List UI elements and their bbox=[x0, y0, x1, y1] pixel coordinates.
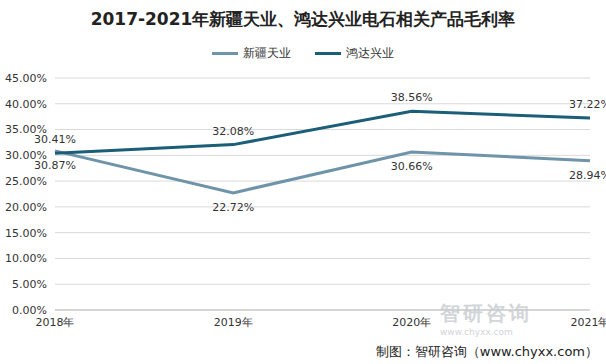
html-text:鸿达兴业: 鸿达兴业 bbox=[346, 46, 394, 60]
svg-text:20.00%: 20.00% bbox=[8, 201, 47, 214]
svg-text:2019年: 2019年 bbox=[214, 316, 253, 329]
svg-text:10.00%: 10.00% bbox=[8, 252, 47, 265]
svg-text:5.00%: 5.00% bbox=[12, 278, 47, 291]
svg-text:22.72%: 22.72% bbox=[212, 201, 254, 214]
svg-text:2021年: 2021年 bbox=[571, 316, 599, 329]
svg-text:2020年: 2020年 bbox=[392, 316, 431, 329]
svg-text:0.00%: 0.00% bbox=[12, 304, 47, 317]
svg-text:28.94%: 28.94% bbox=[569, 169, 598, 182]
svg-text:40.00%: 40.00% bbox=[8, 98, 47, 111]
svg-text:2018年: 2018年 bbox=[36, 316, 75, 329]
svg-text:25.00%: 25.00% bbox=[8, 175, 47, 188]
svg-text:30.66%: 30.66% bbox=[391, 160, 433, 173]
html-text:制图：智研咨询（www.chyxx.com）: 制图：智研咨询（www.chyxx.com） bbox=[375, 344, 598, 359]
html-text:2017-2021年新疆天业、鸿达兴业电石相关产品毛利率: 2017-2021年新疆天业、鸿达兴业电石相关产品毛利率 bbox=[90, 9, 516, 29]
html-text:智研咨询: 智研咨询 bbox=[440, 301, 532, 325]
svg-text:15.00%: 15.00% bbox=[8, 227, 47, 240]
svg-text:45.00%: 45.00% bbox=[8, 72, 47, 85]
svg-text:30.87%: 30.87% bbox=[34, 159, 76, 172]
html-text:新疆天业: 新疆天业 bbox=[243, 46, 291, 60]
svg-text:37.22%: 37.22% bbox=[569, 98, 598, 111]
svg-text:32.08%: 32.08% bbox=[212, 125, 254, 138]
svg-text:30.41%: 30.41% bbox=[34, 133, 76, 146]
html-text:www.chyxx.com: www.chyxx.com bbox=[440, 327, 513, 337]
svg-text:38.56%: 38.56% bbox=[391, 91, 433, 104]
